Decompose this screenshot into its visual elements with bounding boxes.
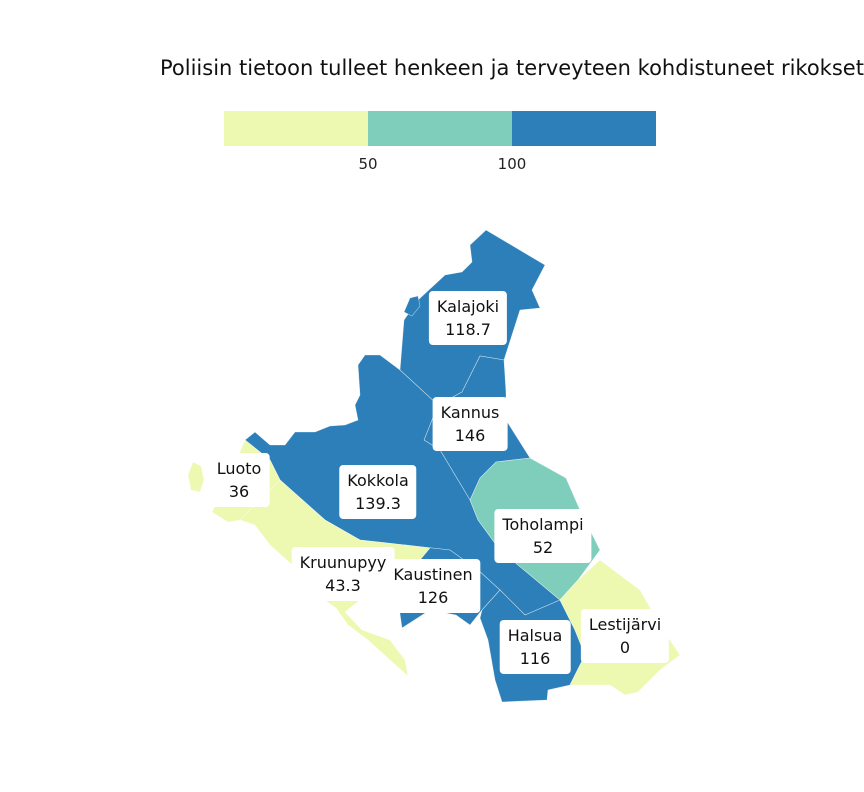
label-kaustinen: Kaustinen 126	[385, 559, 481, 613]
label-toholampi-value: 52	[532, 538, 554, 557]
label-luoto-value: 36	[228, 482, 250, 501]
label-kruunupyy-name: Kruunupyy	[299, 553, 387, 572]
label-kokkola: Kokkola 139.3	[339, 465, 417, 519]
region-kalajoki-island[interactable]	[403, 295, 421, 317]
label-luoto: Luoto 36	[208, 453, 270, 507]
label-kokkola-value: 139.3	[355, 494, 401, 513]
label-halsua: Halsua 116	[499, 620, 571, 674]
label-kokkola-name: Kokkola	[347, 471, 409, 490]
label-toholampi: Toholampi 52	[494, 509, 592, 563]
legend-low	[224, 111, 368, 146]
label-kalajoki-name: Kalajoki	[436, 297, 500, 316]
legend-tick-100: 100	[497, 155, 527, 173]
label-kannus-value: 146	[454, 426, 486, 445]
color-legend	[224, 111, 656, 146]
region-luoto-island[interactable]	[187, 461, 205, 493]
label-lestijarvi-value: 0	[619, 638, 631, 657]
label-luoto-name: Luoto	[216, 459, 262, 478]
label-kruunupyy: Kruunupyy 43.3	[291, 547, 395, 601]
label-lestijarvi-name: Lestijärvi	[588, 615, 662, 634]
label-kannus-name: Kannus	[440, 403, 500, 422]
label-halsua-value: 116	[519, 649, 551, 668]
label-lestijarvi: Lestijärvi 0	[580, 609, 670, 663]
label-toholampi-name: Toholampi	[502, 515, 584, 534]
label-kruunupyy-value: 43.3	[325, 576, 361, 595]
label-halsua-name: Halsua	[507, 626, 563, 645]
legend-high	[512, 111, 656, 146]
label-kaustinen-value: 126	[417, 588, 449, 607]
legend-tick-50: 50	[358, 155, 378, 173]
label-kalajoki-value: 118.7	[445, 320, 491, 339]
label-kaustinen-name: Kaustinen	[393, 565, 473, 584]
label-kannus: Kannus 146	[432, 397, 508, 451]
label-kalajoki: Kalajoki 118.7	[428, 291, 508, 345]
legend-mid	[368, 111, 512, 146]
map-title: Poliisin tietoon tulleet henkeen ja terv…	[160, 56, 864, 80]
